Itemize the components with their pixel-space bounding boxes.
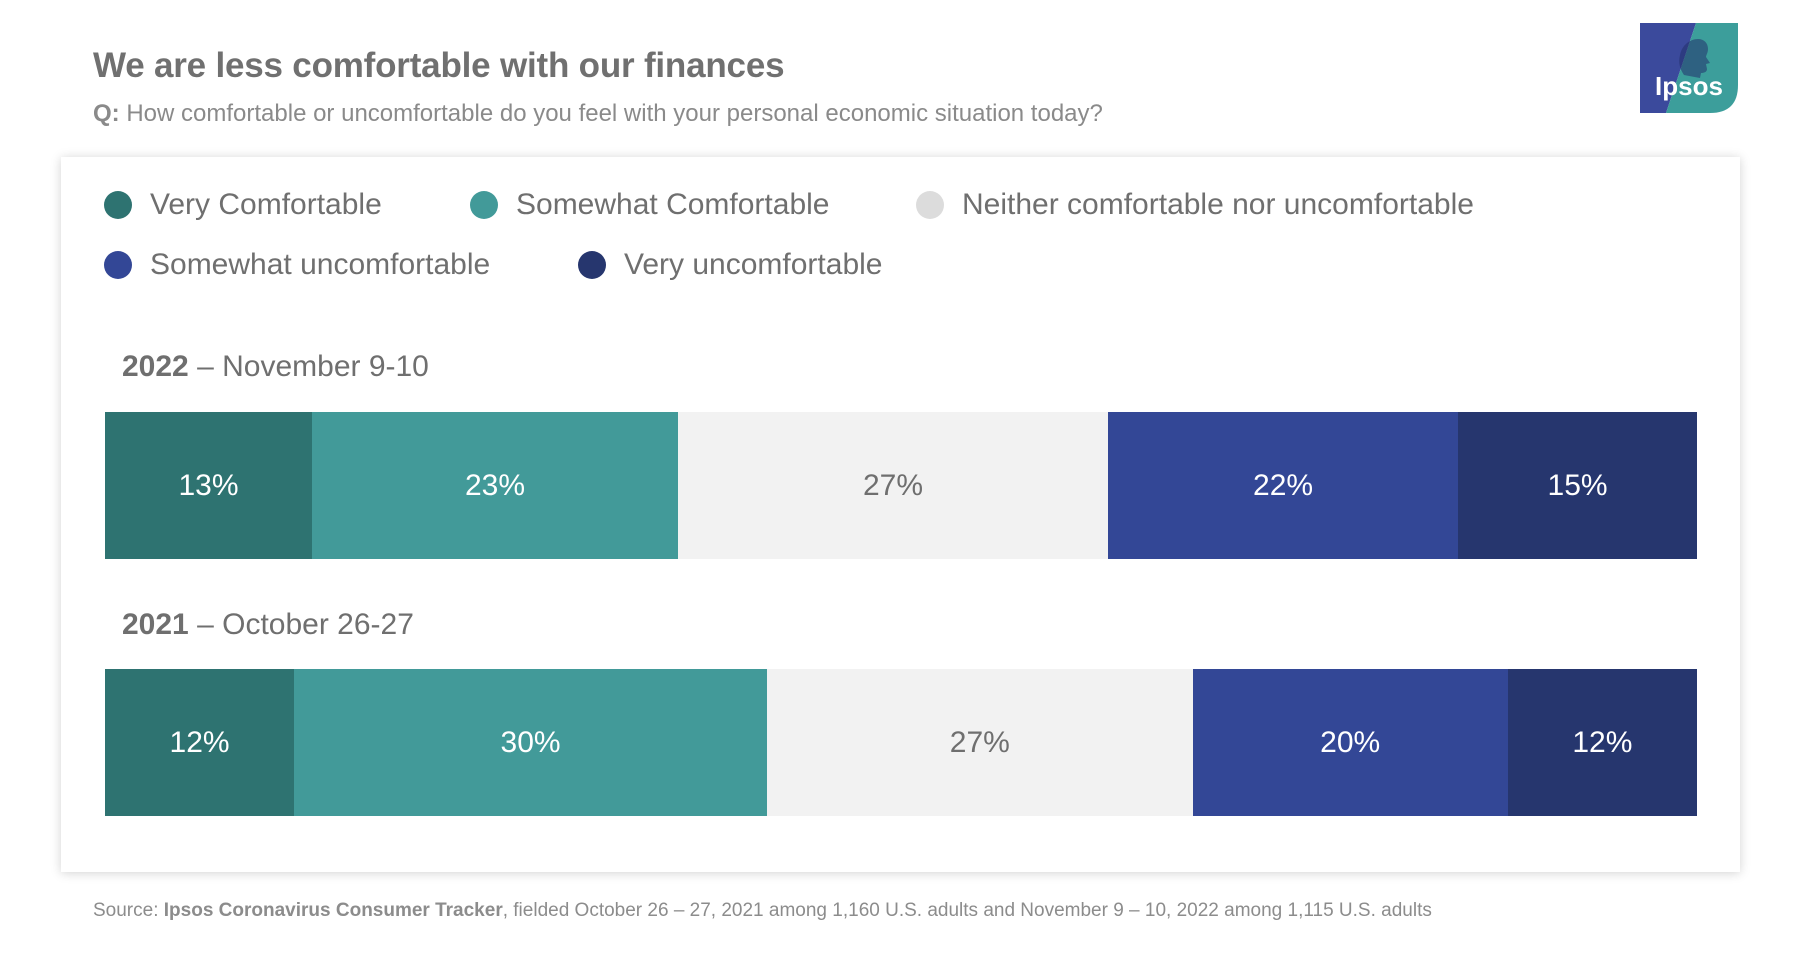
logo-head-silhouette bbox=[1679, 39, 1710, 78]
legend-label: Very uncomfortable bbox=[624, 248, 883, 281]
source-name: Ipsos Coronavirus Consumer Tracker bbox=[163, 900, 503, 921]
ipsos-logo: Ipsos bbox=[1640, 23, 1738, 113]
bar-segment: 27% bbox=[767, 669, 1193, 816]
chart-title: We are less comfortable with our finance… bbox=[93, 46, 785, 85]
bar-segment: 12% bbox=[1507, 669, 1697, 816]
legend-swatch bbox=[470, 191, 498, 219]
legend-item: Somewhat Comfortable bbox=[470, 188, 829, 222]
question-subtitle: Q: How comfortable or uncomfortable do y… bbox=[93, 100, 1103, 128]
bar-segment: 12% bbox=[105, 669, 295, 816]
data-label: 27% bbox=[949, 725, 1010, 759]
chart-card: Very Comfortable Somewhat Comfortable Neit… bbox=[61, 157, 1740, 872]
legend-label: Neither comfortable nor uncomfortable bbox=[962, 188, 1474, 221]
data-label: 13% bbox=[178, 468, 239, 502]
data-label: 23% bbox=[465, 468, 526, 502]
legend-swatch bbox=[916, 191, 944, 219]
period-dates: – October 26-27 bbox=[188, 608, 414, 641]
legend-item: Very uncomfortable bbox=[578, 248, 882, 282]
bar-segment: 20% bbox=[1192, 669, 1508, 816]
legend-swatch bbox=[104, 191, 132, 219]
legend-item: Neither comfortable nor uncomfortable bbox=[916, 188, 1474, 222]
legend-label: Somewhat uncomfortable bbox=[150, 248, 491, 281]
bar-segment: 30% bbox=[294, 669, 767, 816]
source-prefix: Source: bbox=[93, 900, 164, 921]
period-label: 2021 – October 26-27 bbox=[122, 608, 414, 642]
bar-segment: 13% bbox=[105, 412, 312, 559]
data-label: 27% bbox=[863, 468, 924, 502]
stacked-bar: 13% 23% 27% 22% 15% bbox=[105, 412, 1697, 559]
legend-item: Somewhat uncomfortable bbox=[104, 248, 490, 282]
period-label: 2022 – November 9-10 bbox=[122, 350, 429, 384]
period-dates: – November 9-10 bbox=[188, 350, 429, 383]
question-prefix: Q: bbox=[93, 100, 120, 127]
logo-text: Ipsos bbox=[1655, 71, 1723, 101]
data-label: 12% bbox=[169, 725, 230, 759]
logo-blue-shape bbox=[1640, 23, 1696, 113]
question-text: How comfortable or uncomfortable do you … bbox=[126, 100, 1103, 127]
bar-segment: 23% bbox=[311, 412, 679, 559]
period-year: 2021 bbox=[122, 608, 189, 641]
legend-label: Very Comfortable bbox=[150, 188, 382, 221]
stacked-bar: 12% 30% 27% 20% 12% bbox=[105, 669, 1697, 816]
bar-segment: 27% bbox=[678, 412, 1108, 559]
data-label: 20% bbox=[1320, 725, 1381, 759]
source-note: Source: Ipsos Coronavirus Consumer Track… bbox=[93, 900, 1432, 922]
legend-swatch bbox=[104, 251, 132, 279]
bar-segment: 22% bbox=[1107, 412, 1459, 559]
data-label: 22% bbox=[1253, 468, 1314, 502]
data-label: 30% bbox=[500, 725, 561, 759]
data-label: 12% bbox=[1572, 725, 1633, 759]
legend-item: Very Comfortable bbox=[104, 188, 382, 222]
bar-segment: 15% bbox=[1458, 412, 1697, 559]
source-detail: , fielded October 26 – 27, 2021 among 1,… bbox=[502, 900, 1432, 921]
legend-swatch bbox=[578, 251, 606, 279]
period-year: 2022 bbox=[122, 350, 189, 383]
legend-label: Somewhat Comfortable bbox=[516, 188, 830, 221]
data-label: 15% bbox=[1547, 468, 1608, 502]
